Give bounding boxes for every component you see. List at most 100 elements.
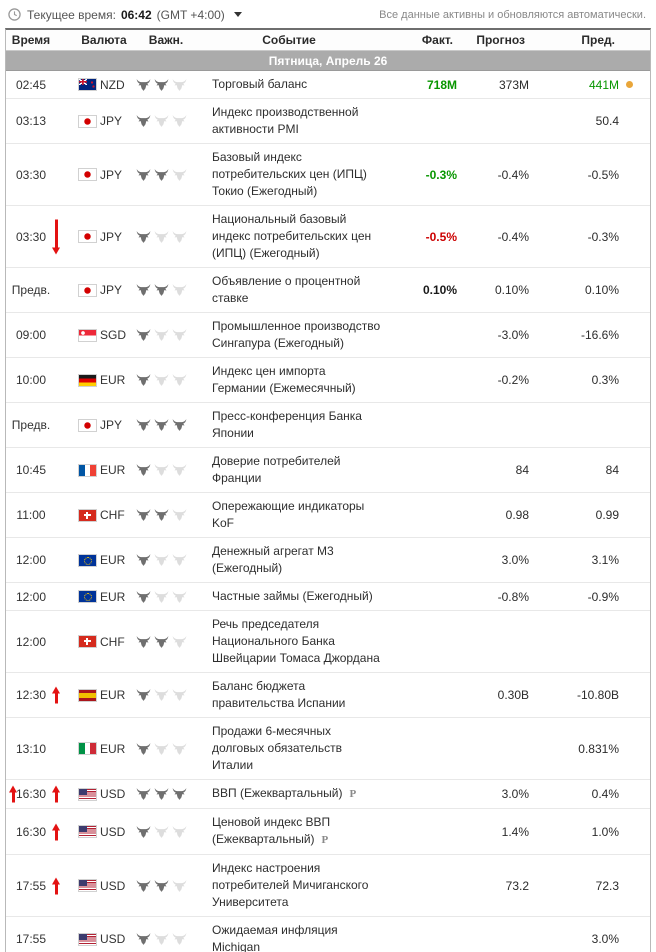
event-text[interactable]: Ценовой индекс ВВП (Ежеквартальный) — [212, 815, 331, 846]
bull-icon — [172, 825, 187, 838]
importance-bulls — [136, 168, 196, 181]
currency-code: SGD — [100, 328, 127, 342]
forecast-value: 73.2 — [505, 878, 529, 893]
event-time: 03:30 — [6, 168, 56, 182]
importance-bulls — [136, 825, 196, 838]
time-text: 12:30 — [15, 688, 47, 702]
event-text[interactable]: Речь председателя Национального Банка Шв… — [212, 617, 380, 665]
event-text[interactable]: Частные займы (Ежегодный) — [212, 589, 373, 603]
event-name: Индекс цен импорта Германии (Ежемесячный… — [196, 363, 382, 397]
flag-us-icon — [79, 826, 96, 837]
event-text[interactable]: Индекс настроения потребителей Мичиганск… — [212, 861, 369, 909]
previous-value: -10.80B — [576, 688, 619, 702]
bull-icon — [172, 168, 187, 181]
bull-icon — [172, 329, 187, 341]
event-text[interactable]: Продажи 6-месячных долговых обязательств… — [212, 724, 342, 772]
event-text[interactable]: Ожидаемая инфляция Michigan — [212, 923, 338, 952]
table-row[interactable]: 12:00 CHF Речь председателя Национального … — [6, 611, 650, 673]
bull-icon — [172, 742, 187, 755]
event-text[interactable]: Промышленное производство Сингапура (Еже… — [212, 319, 381, 350]
flag-fr-icon — [79, 464, 96, 476]
event-text[interactable]: Национальный базовый индекс потребительс… — [212, 212, 372, 260]
bull-icon — [154, 329, 169, 341]
col-header-actual: Факт. — [421, 33, 453, 47]
previous-value: 441M — [588, 77, 619, 92]
event-time: 10:45 — [6, 463, 56, 477]
previous-value: 3.0% — [591, 932, 619, 946]
table-row[interactable]: 13:10 EUR Продажи 6-месячных долговых обяз… — [6, 718, 650, 780]
forecast-value: 0.98 — [505, 508, 529, 522]
currency-code: JPY — [100, 283, 123, 297]
flag-cell — [72, 636, 98, 647]
bull-icon — [136, 230, 151, 243]
table-row[interactable]: 03:30 JPY Базовый индекс потребительских ц… — [6, 144, 650, 206]
col-header-event: Событие — [262, 33, 316, 47]
event-text[interactable]: Индекс производственной активности PMI — [212, 105, 359, 136]
event-text[interactable]: Торговый баланс — [212, 77, 308, 91]
table-row[interactable]: 17:55 USD Ожидаемая инфляция Michigan 3.0% — [6, 917, 650, 952]
current-time-selector[interactable]: Текущее время: 06:42 (GMT +4:00) — [8, 8, 242, 22]
table-row[interactable]: 02:45 NZD Торговый баланс 718M 373M 441M — [6, 71, 650, 99]
table-row[interactable]: 03:30 JPY Национальный базовый индекс потр… — [6, 206, 650, 268]
table-row[interactable]: 16:30 USD ВВП (Ежеквартальный) P 3.0% 0.4% — [6, 780, 650, 809]
red-arrow-up-icon — [9, 785, 17, 803]
time-text: 16:30 — [15, 787, 47, 801]
forecast-value: 84 — [515, 463, 529, 477]
forecast-value: 0.10% — [494, 283, 529, 297]
col-header-time: Время — [11, 33, 51, 47]
table-row[interactable]: Предв. JPY Объявление о процентной ставке 0… — [6, 268, 650, 313]
time-text: 11:00 — [16, 508, 46, 522]
event-text[interactable]: Денежный агрегат М3 (Ежегодный) — [212, 544, 334, 575]
table-row[interactable]: 12:00 EUR Денежный агрегат М3 (Ежегодный) 3… — [6, 538, 650, 583]
previous-value: -0.5% — [587, 167, 619, 182]
bull-icon — [154, 554, 169, 566]
event-text[interactable]: Баланс бюджета правительства Испании — [212, 679, 346, 710]
event-time: 02:45 — [6, 78, 56, 92]
bull-icon — [154, 419, 169, 431]
event-name: Частные займы (Ежегодный) — [196, 588, 382, 605]
flag-cell — [72, 169, 98, 180]
bull-icon — [136, 284, 151, 296]
event-text[interactable]: Объявление о процентной ставке — [212, 274, 361, 305]
flag-cell — [72, 115, 98, 127]
bull-icon — [154, 284, 169, 296]
flag-cell — [72, 464, 98, 476]
table-row[interactable]: 12:00 EUR Частные займы (Ежегодный) -0.8% -0… — [6, 583, 650, 611]
event-name: Промышленное производство Сингапура (Еже… — [196, 318, 382, 352]
bull-icon — [172, 230, 187, 243]
bull-icon — [172, 689, 187, 701]
event-text[interactable]: Индекс цен импорта Германии (Ежемесячный… — [212, 364, 356, 395]
event-text[interactable]: Пресс-конференция Банка Японии — [212, 409, 362, 440]
chevron-down-icon[interactable] — [233, 12, 242, 17]
bull-icon — [136, 825, 151, 838]
bull-icon — [154, 78, 169, 91]
previous-value: 3.1% — [591, 553, 619, 567]
event-text[interactable]: Базовый индекс потребительских цен (ИПЦ)… — [212, 150, 367, 198]
bull-icon — [172, 635, 187, 648]
bull-icon — [154, 464, 169, 476]
importance-bulls — [136, 635, 196, 648]
bull-icon — [136, 509, 151, 521]
event-text[interactable]: Доверие потребителей Франции — [212, 454, 341, 485]
flag-eu-icon — [79, 554, 96, 566]
table-row[interactable]: Предв. JPY Пресс-конференция Банка Японии — [6, 403, 650, 448]
table-row[interactable]: 09:00 SGD Промышленное производство Сингап… — [6, 313, 650, 358]
event-text[interactable]: Опережающие индикаторы KoF — [212, 499, 365, 530]
event-name: Пресс-конференция Банка Японии — [196, 408, 382, 442]
event-name: Индекс настроения потребителей Мичиганск… — [196, 860, 382, 911]
table-row[interactable]: 10:00 EUR Индекс цен импорта Германии (Еже… — [6, 358, 650, 403]
currency-code: USD — [100, 932, 126, 946]
event-text[interactable]: ВВП (Ежеквартальный) — [212, 786, 343, 800]
table-row[interactable]: 11:00 CHF Опережающие индикаторы KoF 0.98 0.… — [6, 493, 650, 538]
table-row[interactable]: 03:13 JPY Индекс производственной активнос… — [6, 99, 650, 144]
bull-icon — [136, 742, 151, 755]
bull-icon — [172, 374, 187, 386]
event-name: Денежный агрегат М3 (Ежегодный) — [196, 543, 382, 577]
table-body: 02:45 NZD Торговый баланс 718M 373M 441M 03:13… — [6, 71, 650, 952]
table-row[interactable]: 12:30 EUR Баланс бюджета правительства Исп… — [6, 673, 650, 718]
table-row[interactable]: 10:45 EUR Доверие потребителей Франции 84 84 — [6, 448, 650, 493]
importance-bulls — [136, 590, 196, 603]
table-row[interactable]: 16:30 USD Ценовой индекс ВВП (Ежеквартальн… — [6, 809, 650, 855]
table-row[interactable]: 17:55 USD Индекс настроения потребителей М… — [6, 855, 650, 917]
event-name: Доверие потребителей Франции — [196, 453, 382, 487]
